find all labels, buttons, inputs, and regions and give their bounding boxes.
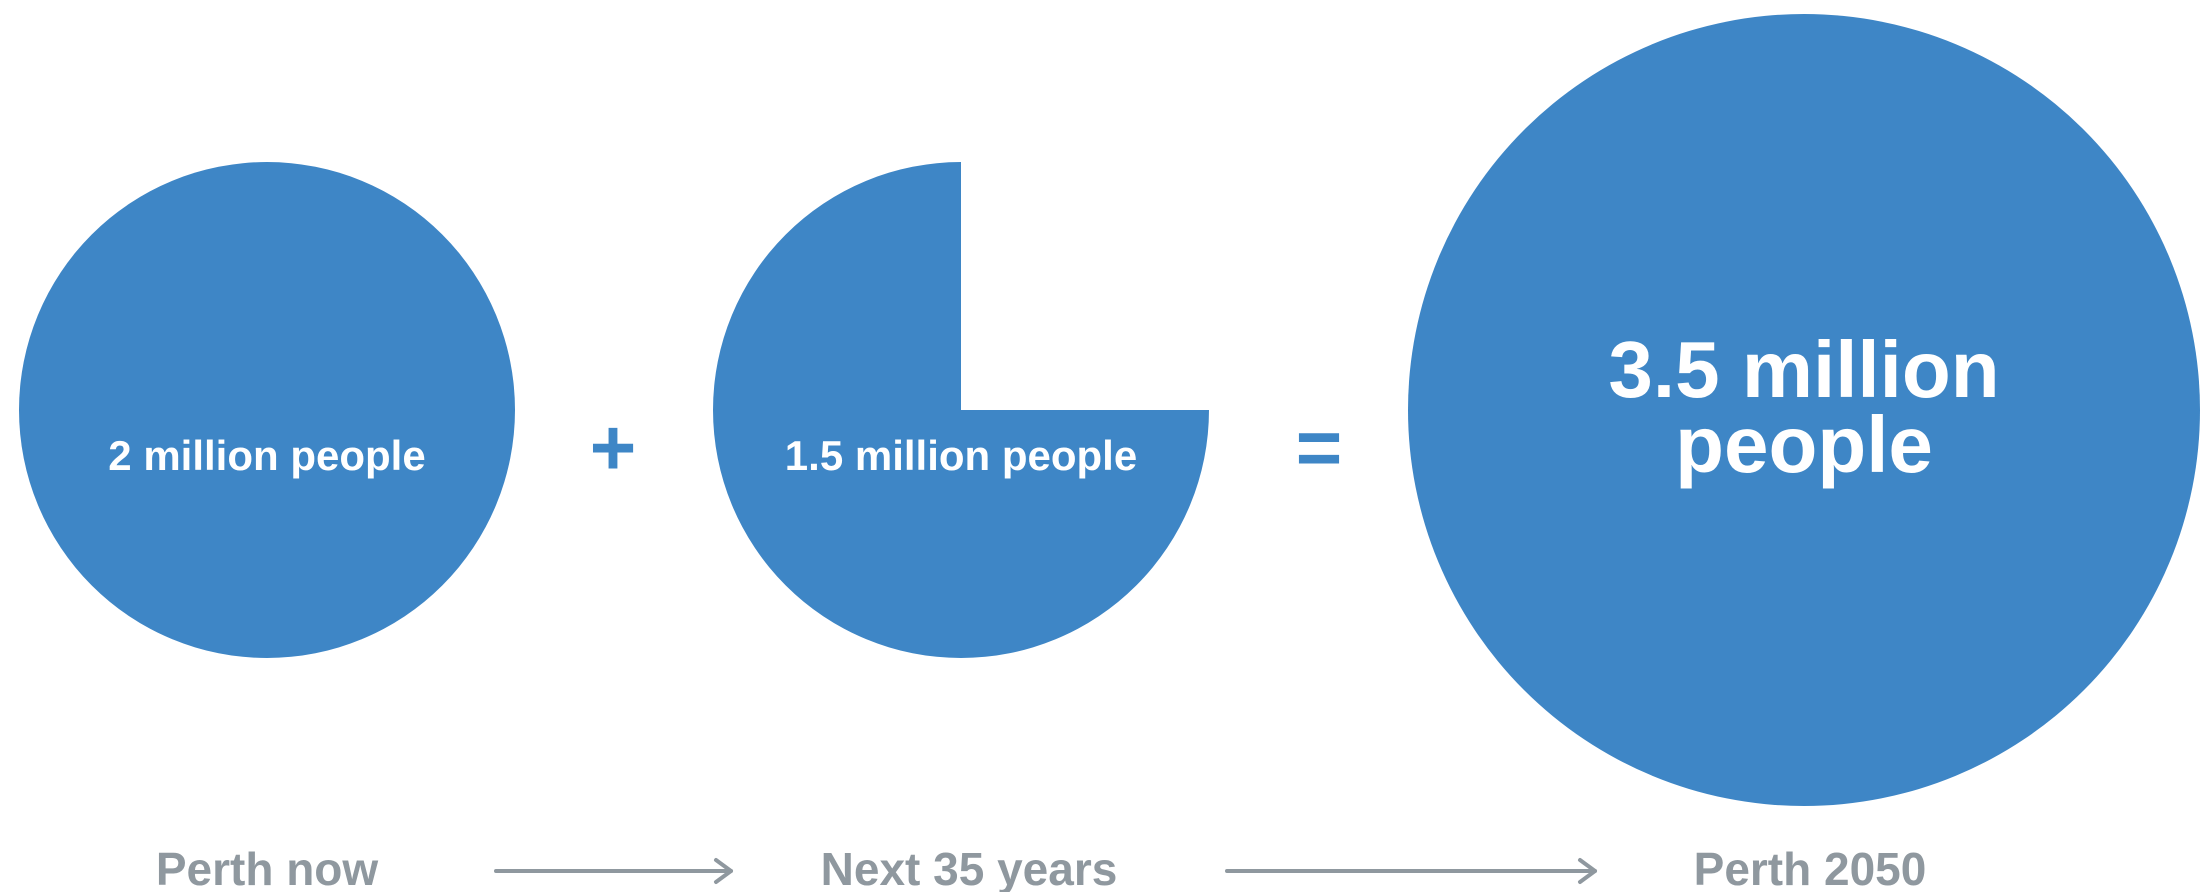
growth-population-partial-circle <box>713 162 1209 658</box>
future-population-text-line1: 3.5 million <box>1608 325 1999 414</box>
timeline-label-now: Perth now <box>156 843 379 892</box>
timeline-arrow-1 <box>494 858 733 884</box>
current-population-circle <box>19 162 515 658</box>
equals-sign: = <box>1296 403 1343 492</box>
future-population-circle <box>1408 14 2200 806</box>
current-population-text: 2 million people <box>108 432 425 479</box>
timeline-label-next: Next 35 years <box>821 843 1118 892</box>
timeline-arrow-2 <box>1225 858 1597 884</box>
plus-sign: + <box>590 403 637 492</box>
timeline-label-2050: Perth 2050 <box>1694 843 1927 892</box>
growth-population-text: 1.5 million people <box>785 432 1137 479</box>
future-population-text-line2: people <box>1675 400 1933 489</box>
